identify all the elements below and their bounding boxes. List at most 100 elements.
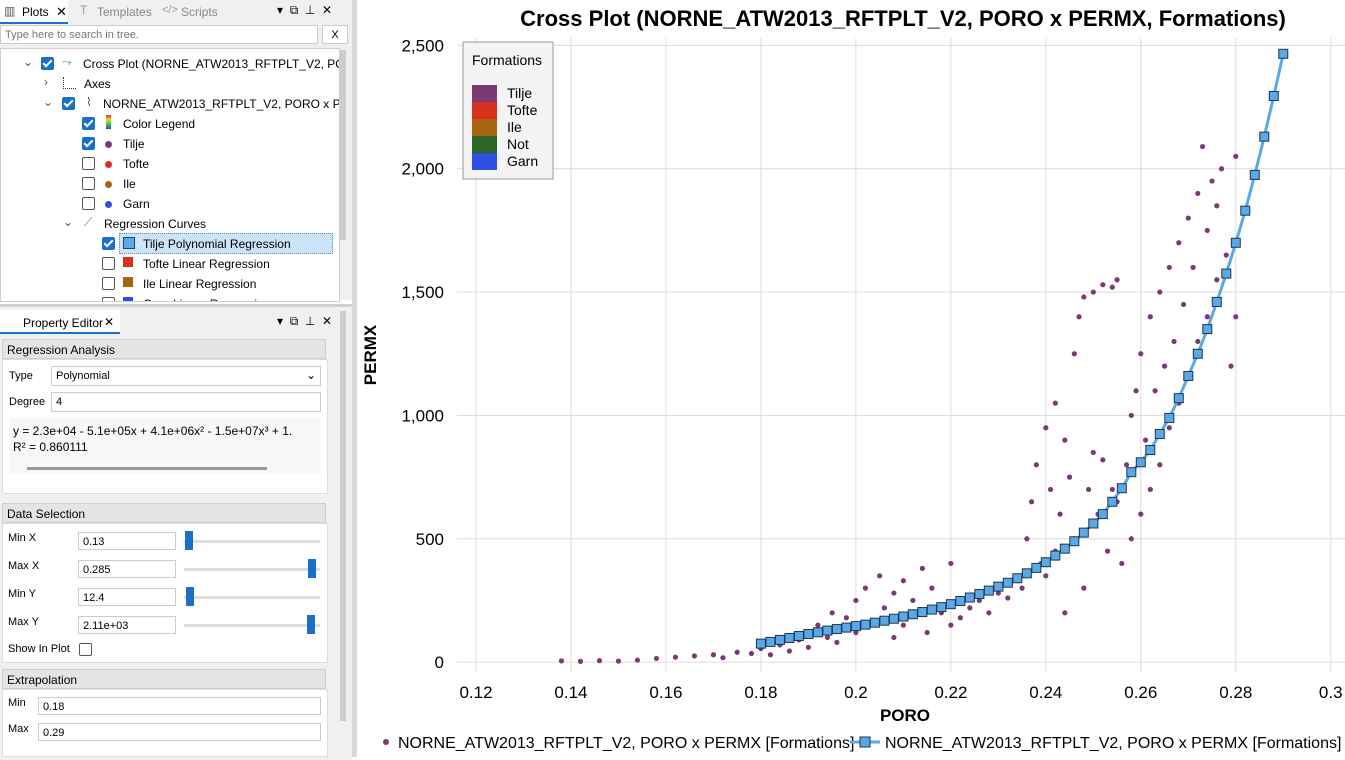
- field-input[interactable]: 12.4: [78, 588, 176, 606]
- tree-label[interactable]: Color Legend: [123, 117, 196, 131]
- point: [879, 615, 890, 626]
- checkbox[interactable]: [102, 297, 115, 301]
- label: Min Y: [8, 588, 36, 600]
- tree-label[interactable]: Tofte Linear Regression: [143, 257, 270, 271]
- slider[interactable]: [184, 540, 320, 543]
- point: [1183, 370, 1194, 381]
- splitter[interactable]: [352, 0, 357, 757]
- slider[interactable]: [184, 596, 320, 599]
- point: [1014, 578, 1020, 584]
- scrollbar[interactable]: [27, 467, 267, 470]
- point: [1076, 314, 1082, 320]
- field-input[interactable]: 0.13: [78, 532, 176, 550]
- clear-button[interactable]: X: [322, 25, 348, 44]
- expander[interactable]: ⌄: [43, 95, 54, 109]
- point: [948, 622, 954, 628]
- tree-label[interactable]: Tilje Polynomial Regression: [143, 237, 291, 251]
- x-tick-label: 0.18: [744, 683, 777, 702]
- tab-close[interactable]: ✕: [56, 4, 67, 19]
- slider-knob[interactable]: [186, 587, 194, 606]
- tree-label[interactable]: NORNE_ATW2013_RFTPLT_V2, PORO x PE...: [103, 97, 340, 111]
- point: [1147, 314, 1153, 320]
- tree-label[interactable]: Axes: [84, 77, 111, 91]
- point: [1240, 205, 1251, 216]
- slider[interactable]: [184, 624, 320, 627]
- tab-plots[interactable]: [0, 0, 68, 24]
- checkbox[interactable]: [79, 643, 92, 656]
- point: [1190, 264, 1196, 271]
- tab-label[interactable]: Scripts: [181, 5, 218, 19]
- y-tick-label: 500: [416, 530, 444, 549]
- expander[interactable]: ⌄: [23, 55, 34, 69]
- point: [748, 650, 755, 657]
- checkbox[interactable]: [82, 137, 95, 150]
- checkbox[interactable]: [82, 177, 95, 190]
- tab[interactable]: [0, 310, 120, 334]
- expander[interactable]: ›: [44, 75, 48, 89]
- expander[interactable]: ⌄: [63, 215, 74, 229]
- field-input[interactable]: 0.18: [38, 697, 321, 715]
- tree-label[interactable]: Cross Plot (NORNE_ATW2013_RFTPLT_V2, PO.…: [83, 57, 340, 71]
- checkbox[interactable]: [82, 117, 95, 130]
- legend-label: Garn: [507, 153, 538, 169]
- point: [929, 585, 935, 591]
- field-input[interactable]: 0.29: [38, 723, 321, 741]
- section-header[interactable]: Data Selection: [2, 503, 326, 523]
- slider-knob[interactable]: [308, 559, 316, 578]
- icon: [105, 181, 112, 188]
- point: [824, 634, 830, 641]
- tab-label[interactable]: Templates: [97, 5, 152, 19]
- point: [812, 627, 823, 638]
- field-input[interactable]: 0.285: [78, 560, 176, 578]
- tree-label[interactable]: Tofte: [123, 157, 150, 171]
- checkbox[interactable]: [102, 257, 115, 270]
- tree-label[interactable]: Ile Linear Regression: [143, 277, 257, 291]
- field-input[interactable]: 2.11e+03: [78, 616, 176, 634]
- dropdown-arrow[interactable]: ⌄: [306, 368, 317, 382]
- dropdown[interactable]: Polynomial: [51, 366, 321, 386]
- search-box[interactable]: Type here to search in tree.: [0, 25, 318, 44]
- dock-buttons[interactable]: ▾ ⧉ ⊥ ✕: [277, 3, 333, 17]
- point: [1095, 511, 1101, 517]
- y-tick-label: 2,500: [401, 36, 444, 55]
- icon: ⌇: [86, 95, 92, 109]
- y-tick-label: 2,000: [401, 160, 444, 179]
- point: [917, 607, 928, 618]
- tree-label[interactable]: Garn Linear Regression: [143, 297, 270, 301]
- point: [867, 620, 873, 626]
- tab-label[interactable]: Property Editor: [23, 316, 104, 330]
- point: [850, 621, 861, 632]
- legend-label: NORNE_ATW2013_RFTPLT_V2, PORO x PERMX [F…: [885, 735, 1341, 752]
- checkbox[interactable]: [102, 237, 115, 250]
- point: [983, 585, 994, 596]
- tree-label[interactable]: Ile: [123, 177, 136, 191]
- scrollbar[interactable]: [340, 311, 346, 721]
- degree-input[interactable]: 4: [51, 392, 321, 412]
- legend-swatch: [472, 85, 497, 102]
- checkbox[interactable]: [82, 197, 95, 210]
- tree-label[interactable]: Regression Curves: [104, 217, 207, 231]
- point: [1081, 294, 1087, 300]
- tree-label[interactable]: Garn: [123, 197, 150, 211]
- scrollbar[interactable]: [340, 50, 346, 240]
- slider[interactable]: [184, 568, 320, 571]
- checkbox[interactable]: [102, 277, 115, 290]
- x-tick-label: 0.16: [649, 683, 682, 702]
- tab-label[interactable]: Plots: [22, 5, 49, 19]
- slider-knob[interactable]: [307, 615, 315, 634]
- tab-icon: ▥: [4, 4, 16, 18]
- point: [1057, 511, 1063, 517]
- slider-knob[interactable]: [185, 531, 193, 550]
- section-header[interactable]: Regression Analysis: [2, 339, 326, 359]
- checkbox[interactable]: [82, 157, 95, 170]
- point: [1176, 240, 1182, 246]
- section-header[interactable]: Extrapolation: [2, 669, 326, 689]
- legend-title: Formations: [472, 52, 542, 68]
- checkbox[interactable]: [41, 57, 54, 70]
- dock-buttons[interactable]: ▾ ⧉ ⊥ ✕: [277, 314, 333, 328]
- tab-close[interactable]: ✕: [104, 315, 115, 329]
- x-tick-label: 0.28: [1219, 683, 1252, 702]
- tree-label[interactable]: Tilje: [123, 137, 145, 151]
- point: [1078, 527, 1089, 538]
- checkbox[interactable]: [62, 97, 75, 110]
